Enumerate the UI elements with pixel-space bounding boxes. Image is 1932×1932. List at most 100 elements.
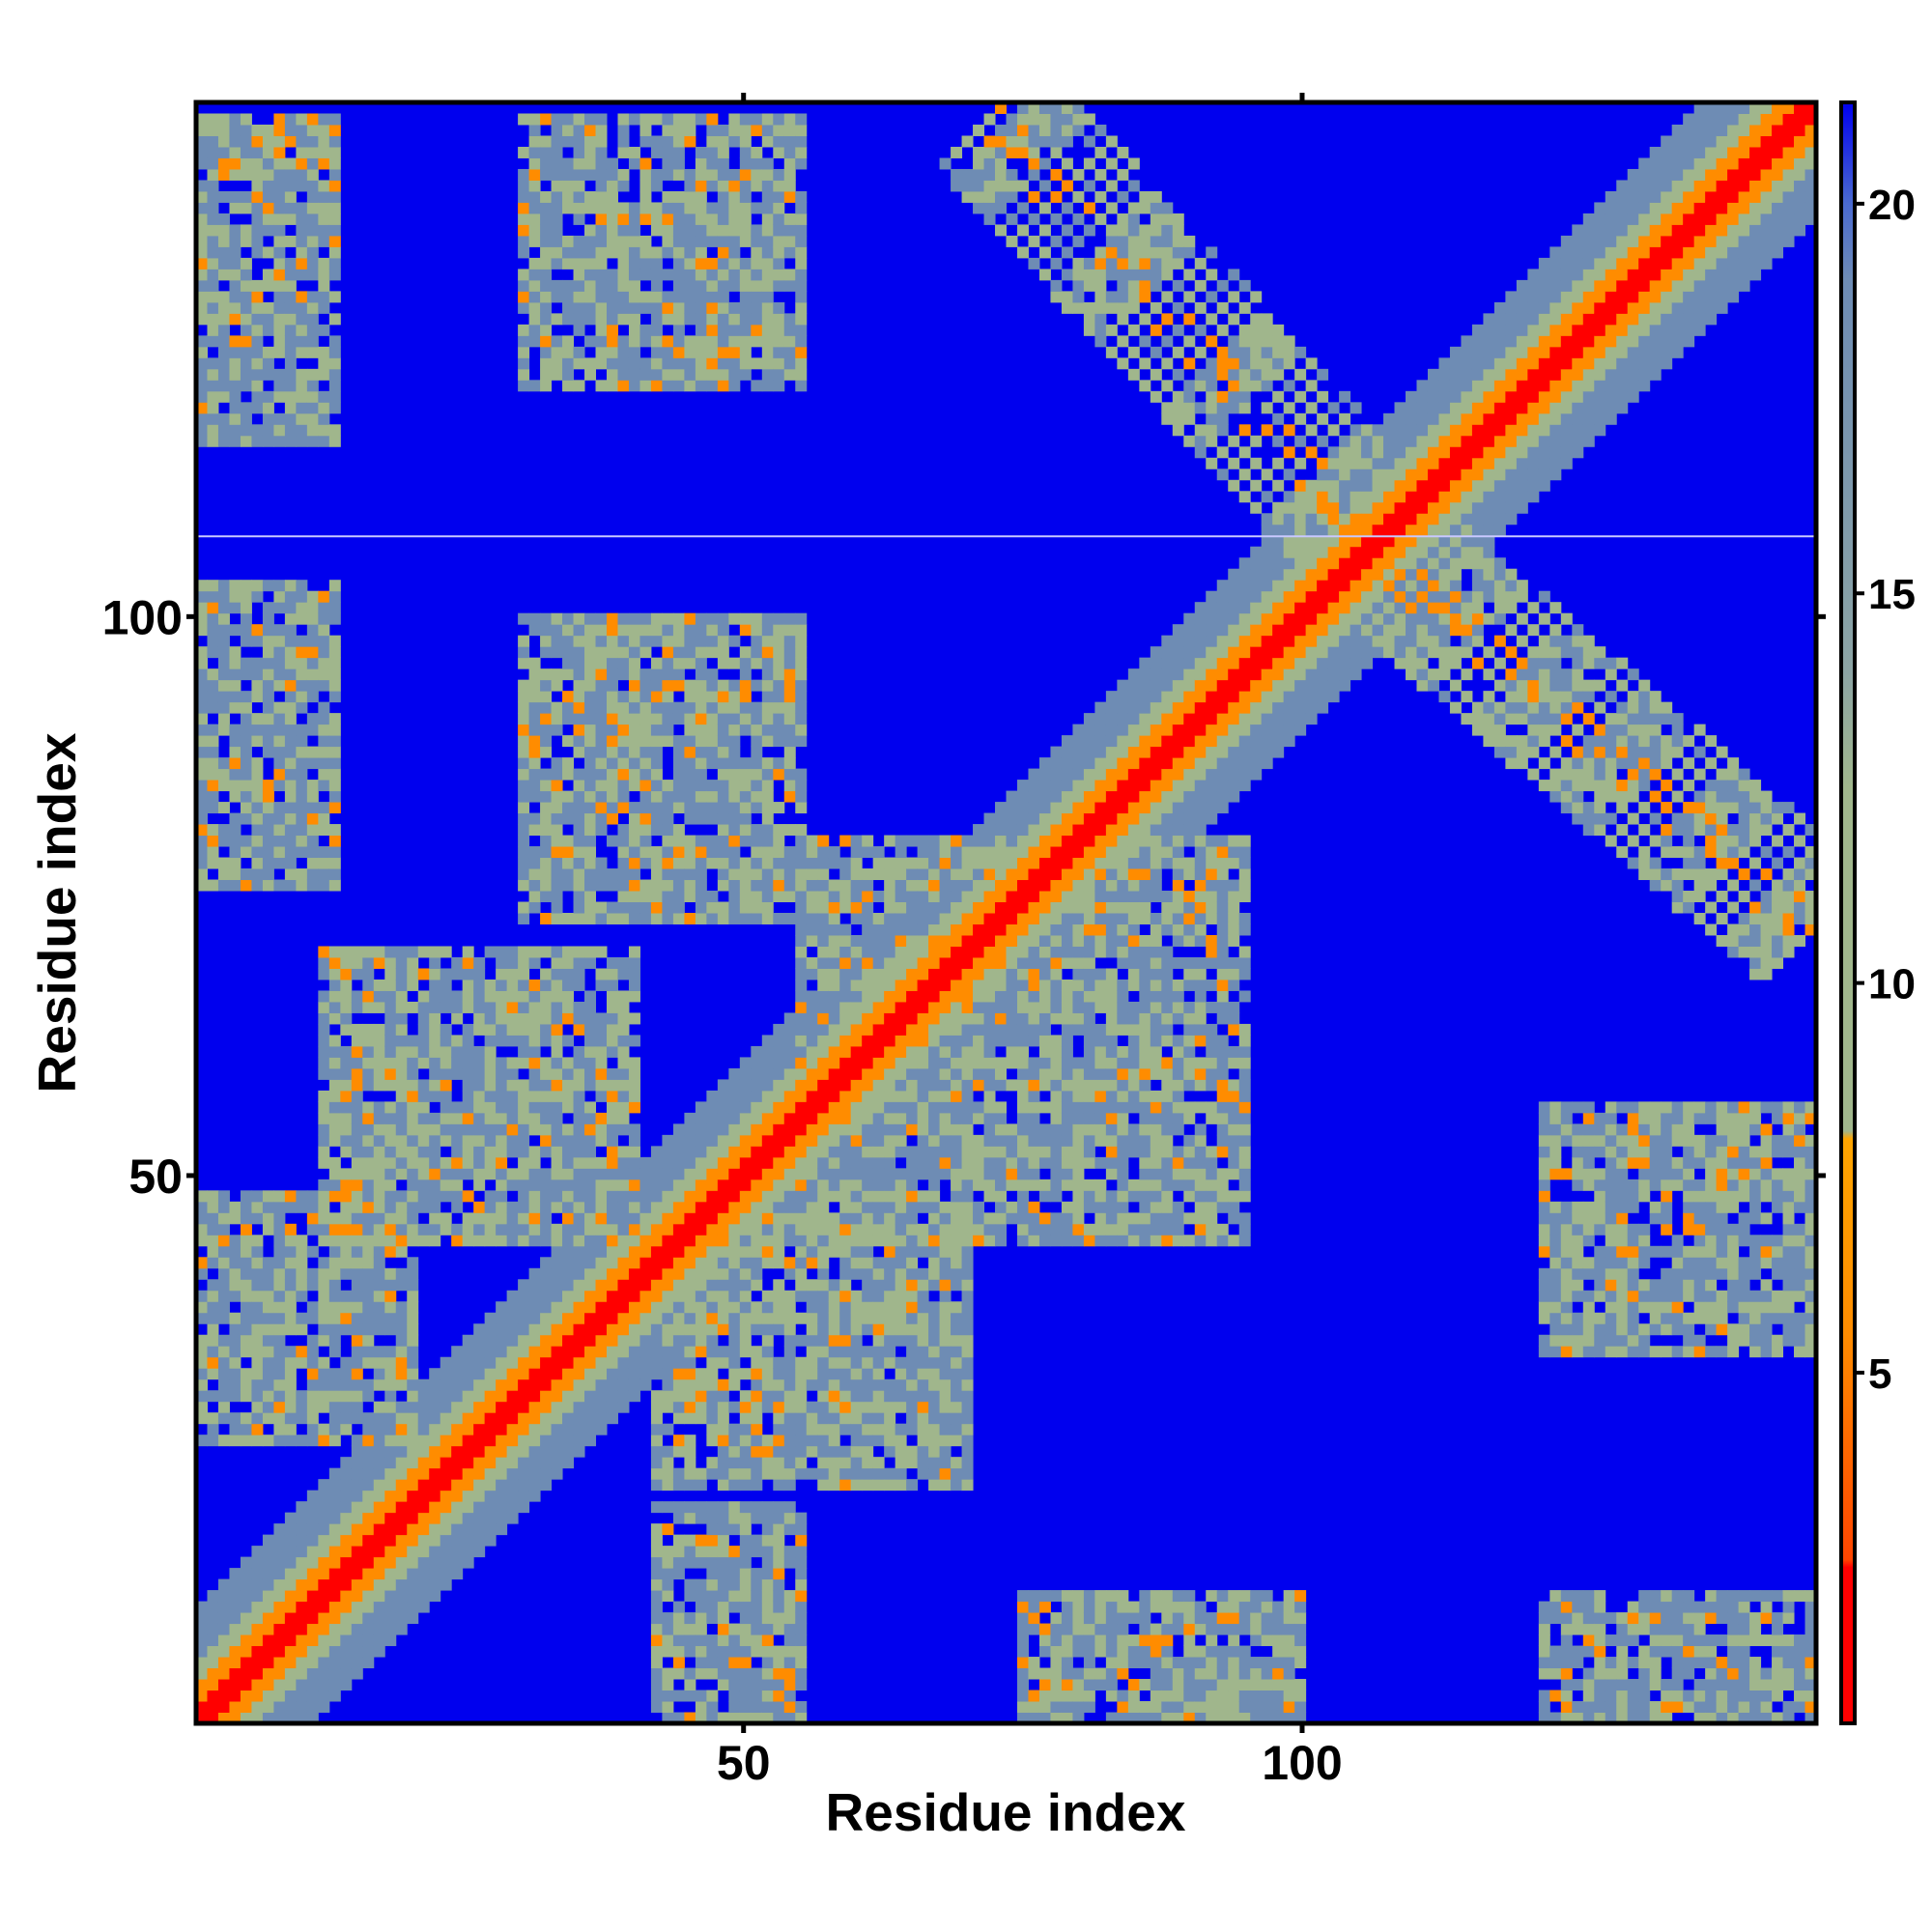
heatmap-cell xyxy=(783,1146,796,1158)
heatmap-cell xyxy=(273,146,286,158)
heatmap-cell xyxy=(540,1312,553,1324)
heatmap-cell xyxy=(672,1346,685,1358)
heatmap-cell xyxy=(684,235,696,247)
heatmap-cell xyxy=(773,1146,785,1158)
heatmap-cell xyxy=(340,1401,353,1413)
heatmap-cell xyxy=(340,1457,353,1469)
heatmap-cell xyxy=(761,1601,774,1613)
heatmap-cell xyxy=(806,1356,818,1369)
heatmap-cell xyxy=(518,1423,530,1435)
heatmap-cell xyxy=(584,357,597,370)
heatmap-cell xyxy=(395,1101,408,1114)
heatmap-cell xyxy=(695,790,707,803)
heatmap-cell xyxy=(684,335,696,348)
heatmap-cell xyxy=(373,1467,385,1480)
heatmap-cell xyxy=(484,1090,497,1102)
heatmap-cell xyxy=(595,857,608,869)
heatmap-cell xyxy=(783,157,796,170)
heatmap-cell xyxy=(573,213,585,225)
heatmap-cell xyxy=(506,1479,519,1492)
heatmap-cell xyxy=(584,657,597,669)
heatmap-cell xyxy=(761,279,774,292)
heatmap-cell xyxy=(551,168,563,181)
heatmap-cell xyxy=(717,713,729,725)
heatmap-cell xyxy=(717,1112,729,1124)
heatmap-cell xyxy=(906,1156,919,1169)
heatmap-cell xyxy=(518,202,530,214)
heatmap-cell xyxy=(440,1356,452,1369)
heatmap-cell xyxy=(240,235,252,247)
heatmap-cell xyxy=(650,301,663,314)
heatmap-cell xyxy=(617,1023,630,1036)
heatmap-cell xyxy=(562,713,575,725)
heatmap-cell xyxy=(306,590,319,603)
heatmap-cell xyxy=(362,1201,375,1213)
heatmap-cell xyxy=(518,635,530,647)
heatmap-cell xyxy=(783,879,796,892)
heatmap-cell xyxy=(306,324,319,336)
heatmap-cell xyxy=(196,1356,208,1369)
heatmap-cell xyxy=(761,1257,774,1269)
heatmap-cell xyxy=(562,913,575,924)
heatmap-cell xyxy=(328,1590,341,1603)
heatmap-cell xyxy=(328,246,341,259)
heatmap-cell xyxy=(739,1412,752,1425)
heatmap-cell xyxy=(262,635,274,647)
heatmap-cell xyxy=(773,1467,785,1480)
heatmap-cell xyxy=(573,1290,585,1302)
heatmap-cell xyxy=(429,979,441,991)
heatmap-cell xyxy=(551,1179,563,1191)
heatmap-cell xyxy=(473,1401,486,1413)
heatmap-cell xyxy=(617,1079,630,1092)
heatmap-cell xyxy=(328,346,341,358)
heatmap-cell xyxy=(240,1645,252,1658)
heatmap-cell xyxy=(373,1512,385,1524)
heatmap-cell xyxy=(362,1079,375,1092)
heatmap-cell xyxy=(518,1168,530,1180)
heatmap-cell xyxy=(795,1146,808,1158)
heatmap-cell xyxy=(229,1657,242,1669)
heatmap-cell xyxy=(540,701,553,714)
heatmap-cell xyxy=(584,168,597,181)
heatmap-cell xyxy=(296,735,308,748)
heatmap-cell xyxy=(318,291,330,303)
heatmap-cell xyxy=(340,1168,353,1180)
heatmap-cell xyxy=(617,1090,630,1102)
heatmap-cell xyxy=(773,1501,785,1514)
heatmap-cell xyxy=(672,624,685,637)
heatmap-cell xyxy=(262,190,274,203)
heatmap-cell xyxy=(806,868,818,881)
heatmap-cell xyxy=(906,1057,919,1069)
heatmap-cell xyxy=(518,990,530,1003)
heatmap-cell xyxy=(639,612,652,625)
heatmap-cell xyxy=(551,1435,563,1447)
heatmap-cell xyxy=(262,802,274,814)
heatmap-cell xyxy=(728,1356,741,1369)
heatmap-cell xyxy=(628,1212,640,1225)
heatmap-cell xyxy=(229,679,242,692)
heatmap-cell xyxy=(783,868,796,881)
heatmap-cell xyxy=(872,1156,885,1169)
heatmap-cell xyxy=(573,1378,585,1391)
heatmap-cell xyxy=(328,990,341,1003)
heatmap-cell xyxy=(862,956,874,969)
heatmap-cell xyxy=(573,157,585,170)
heatmap-cell xyxy=(761,868,774,881)
heatmap-cell xyxy=(606,691,618,703)
heatmap-cell xyxy=(662,1423,674,1435)
heatmap-cell xyxy=(440,1445,452,1458)
heatmap-cell xyxy=(262,135,274,148)
heatmap-cell xyxy=(672,1435,685,1447)
heatmap-cell xyxy=(429,1523,441,1536)
heatmap-cell xyxy=(395,1490,408,1502)
heatmap-cell xyxy=(717,1568,729,1580)
heatmap-cell xyxy=(706,701,719,714)
heatmap-cell xyxy=(196,657,208,669)
heatmap-cell xyxy=(906,1112,919,1124)
heatmap-cell xyxy=(351,1267,363,1280)
heatmap-cell xyxy=(473,1467,486,1480)
heatmap-cell xyxy=(684,368,696,381)
heatmap-cell xyxy=(662,1290,674,1302)
heatmap-cell xyxy=(672,346,685,358)
heatmap-cell xyxy=(672,146,685,158)
